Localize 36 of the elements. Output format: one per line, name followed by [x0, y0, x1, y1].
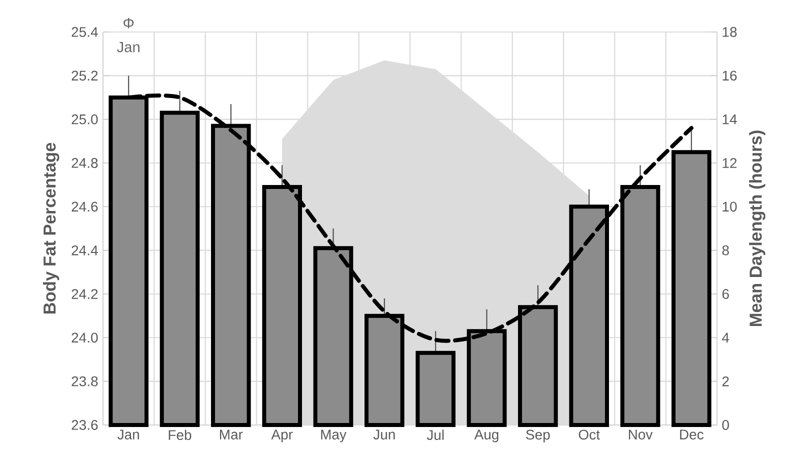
y2-tick-label: 8	[722, 245, 729, 256]
y2-tick-label: 10	[722, 202, 737, 212]
x-tick-label: Dec	[680, 430, 704, 440]
y-tick-label: 25.4	[72, 27, 98, 37]
x-tick-label: Oct	[578, 430, 600, 440]
x-tick-label: Feb	[168, 430, 192, 440]
x-tick-label: Jun	[373, 430, 395, 440]
y-tick-label: 23.6	[72, 420, 98, 430]
y2-axis-title: Mean Daylength (hours)	[749, 130, 766, 326]
x-tick-label: Jul	[426, 430, 444, 440]
y-tick-label: 24.6	[72, 202, 98, 212]
y2-tick-label: 16	[722, 70, 737, 81]
annotation: Jan	[116, 42, 140, 52]
y2-tick-label: 6	[722, 289, 729, 299]
y2-tick-label: 2	[722, 376, 729, 386]
y-tick-label: 24.0	[72, 332, 98, 343]
x-tick-label: Aug	[474, 430, 498, 442]
x-tick-label: May	[321, 430, 346, 442]
x-tick-label: Jan	[118, 430, 139, 440]
y2-tick-label: 18	[722, 27, 737, 37]
y2-tick-label: 4	[722, 332, 730, 342]
y-tick-label: 25.0	[72, 114, 98, 124]
y-tick-label: 23.8	[72, 376, 98, 386]
text: Φ	[124, 18, 134, 28]
y2-tick-label: 0	[722, 420, 729, 430]
y2-tick-label: 14	[722, 114, 737, 124]
x-tick-label: Apr	[271, 430, 293, 442]
y-axis-title: Body Fat Percentage	[42, 142, 60, 314]
y-tick-label: 24.8	[72, 158, 98, 168]
y-tick-label: 25.2	[72, 70, 98, 81]
x-tick-label: Sep	[526, 430, 550, 442]
y-tick-label: 24.4	[72, 245, 98, 256]
y-tick-label: 24.2	[72, 289, 98, 299]
y2-tick-label: 12	[722, 158, 737, 168]
x-tick-label: Mar	[220, 430, 243, 440]
x-tick-label: Nov	[628, 430, 653, 440]
